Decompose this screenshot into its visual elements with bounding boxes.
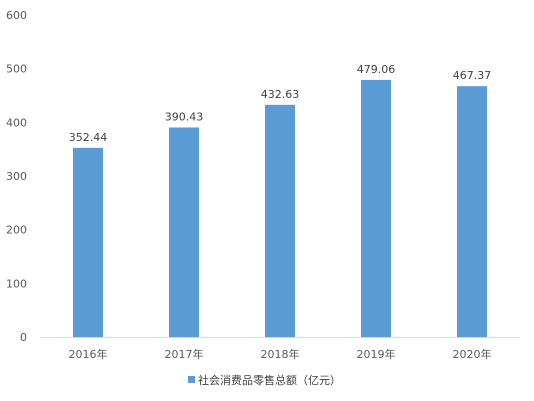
bar-2016年 <box>73 147 103 337</box>
y-tick-label: 500 <box>6 63 27 76</box>
legend: 社会消费品零售总额（亿元） <box>188 373 341 387</box>
y-tick-label: 600 <box>6 9 27 22</box>
y-tick-label: 0 <box>20 331 27 344</box>
y-tick-label: 300 <box>6 170 27 183</box>
x-tick-label: 2020年 <box>453 347 492 361</box>
x-tick-label: 2019年 <box>357 347 396 361</box>
x-tick-label: 2017年 <box>165 347 204 361</box>
bar-2017年 <box>169 127 199 337</box>
y-tick-label: 400 <box>6 116 27 129</box>
bars-group: 352.44 390.43 432.63 479.06 467.37 <box>69 63 492 337</box>
y-tick-label: 100 <box>6 277 27 290</box>
x-tick-label: 2018年 <box>261 347 300 361</box>
bar-2019年 <box>361 79 391 337</box>
y-axis: 0 100 200 300 400 500 600 <box>6 9 27 344</box>
x-tick-label: 2016年 <box>69 347 108 361</box>
y-tick-label: 200 <box>6 224 27 237</box>
bar-value-label: 352.44 <box>69 131 108 144</box>
legend-swatch <box>188 376 195 383</box>
x-axis: 2016年 2017年 2018年 2019年 2020年 <box>69 347 492 361</box>
bar-value-label: 479.06 <box>357 63 396 76</box>
bar-2020年 <box>457 86 487 337</box>
bar-2018年 <box>265 104 295 337</box>
bar-value-label: 390.43 <box>165 110 204 123</box>
legend-label: 社会消费品零售总额（亿元） <box>198 373 341 387</box>
bar-value-label: 467.37 <box>453 69 492 82</box>
bar-value-label: 432.63 <box>261 88 300 101</box>
